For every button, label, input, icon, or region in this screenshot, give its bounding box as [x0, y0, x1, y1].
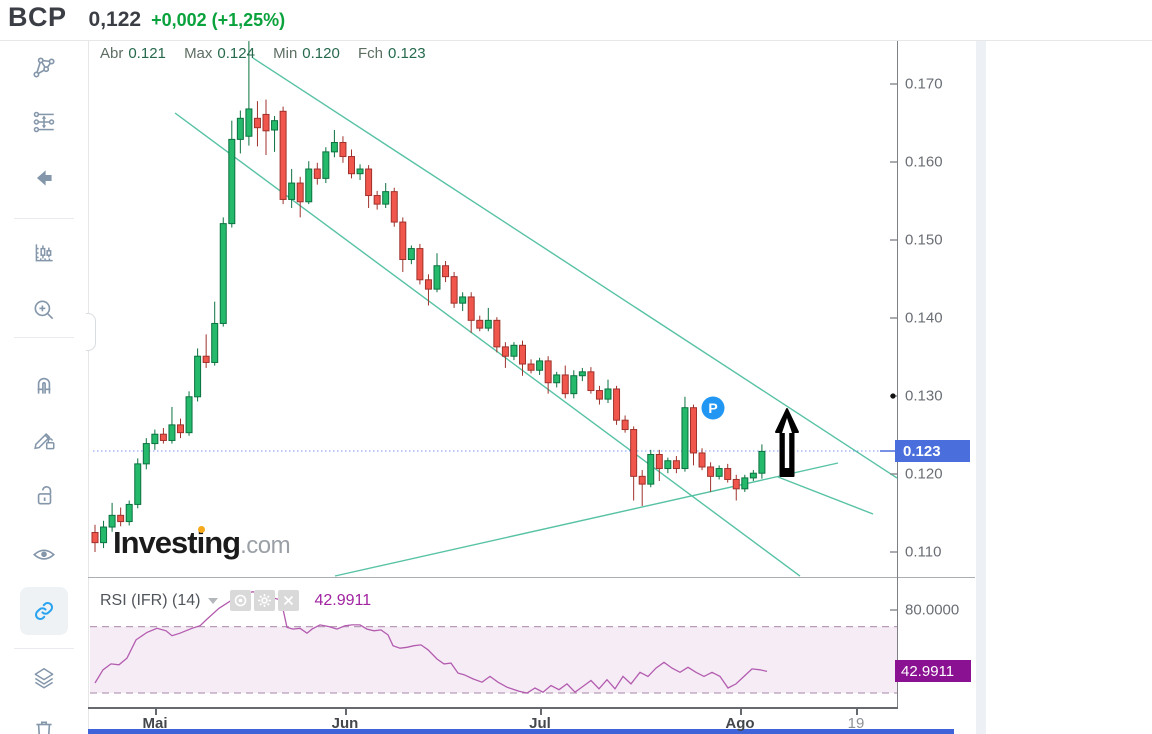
p-marker[interactable]: P: [701, 396, 725, 420]
ohlc-info-bar: Abr 0.121 Max 0.124 Min 0.120 Fch 0.123: [100, 45, 440, 62]
watermark-brand: Investi ng: [113, 525, 241, 560]
chart-icon: [31, 240, 57, 266]
link-tool-button[interactable]: [20, 587, 68, 635]
price-tick-label: 0.140: [905, 309, 943, 327]
time-tick: [540, 709, 542, 715]
price-tick-label: 0.170: [905, 75, 943, 93]
zoom-in-tool-button[interactable]: [24, 290, 64, 330]
chart-candles-tool-button[interactable]: [24, 233, 64, 273]
last-price-badge: 0.123: [895, 440, 970, 462]
link-icon: [31, 598, 57, 624]
toolbar-divider: [14, 218, 74, 219]
layers-tool-button[interactable]: [24, 658, 64, 698]
indicator-focus-button[interactable]: [230, 590, 252, 611]
close-icon: [284, 595, 294, 606]
up-arrow-annotation[interactable]: [775, 408, 799, 477]
symbol-header: BCP 0,122 +0,002 (+1,25%): [8, 2, 285, 38]
time-axis-line: [88, 707, 898, 709]
toolbar-border: [88, 41, 89, 734]
bottom-accent-strip: [88, 729, 954, 734]
pencil-lock-icon: [31, 427, 57, 453]
eye-icon: [31, 540, 57, 566]
indicator-settings-button[interactable]: [254, 590, 276, 611]
rsi-indicator-header: RSI (IFR) (14): [100, 590, 371, 611]
indicator-close-button[interactable]: [278, 590, 300, 611]
investing-watermark: Investi ng .com: [113, 525, 291, 560]
watermark-orange-dot: [197, 526, 205, 533]
symbol-last-price: 0,122: [88, 8, 142, 31]
price-axis[interactable]: 0.123 80.0000 42.9911 0.170 0.160 0.150 0.1…: [895, 41, 975, 708]
time-axis-label: Mai: [142, 715, 168, 732]
chevron-down-icon[interactable]: [208, 597, 219, 604]
drawing-toolbar: [0, 41, 88, 734]
toolbar-divider: [14, 648, 74, 649]
hide-drawings-tool-button[interactable]: [24, 533, 64, 573]
svg-text:P: P: [708, 400, 717, 416]
focus-icon: [235, 594, 247, 607]
ohlc-close-label: Fch: [358, 45, 384, 62]
time-axis-label: Ago: [725, 715, 755, 732]
ohlc-close-value: 0.123: [388, 45, 426, 62]
rsi-current-value: 42.9911: [314, 591, 372, 609]
pattern-icon: [31, 55, 57, 81]
time-axis[interactable]: Mai Jun Jul Ago 19: [0, 709, 1152, 734]
drawing-lock-tool-button[interactable]: [24, 420, 64, 460]
layers-icon: [31, 665, 57, 691]
ohlc-low-value: 0.120: [302, 45, 340, 62]
time-axis-label: Jul: [529, 715, 551, 732]
panel-separator[interactable]: [88, 577, 975, 578]
plot-right-border: [897, 41, 898, 708]
arrow-left-icon: [31, 165, 57, 191]
price-tick-label: 0.130: [905, 387, 943, 405]
xabcd-pattern-tool-button[interactable]: [24, 48, 64, 88]
toolbar-collapse-handle[interactable]: [86, 313, 96, 351]
price-tick-label: 0.120: [905, 465, 943, 483]
rsi-value-badge: 42.9911: [895, 660, 971, 683]
time-tick: [740, 709, 742, 715]
unlock-icon: [31, 482, 57, 508]
symbol-ticker: BCP: [8, 2, 67, 32]
candlestick-chart[interactable]: P: [90, 41, 897, 578]
zoom-in-icon: [31, 297, 57, 323]
time-axis-label: 19: [847, 715, 865, 732]
rsi-title: RSI (IFR) (14): [100, 591, 201, 609]
rsi-chart[interactable]: [90, 578, 897, 701]
price-range-tool-button[interactable]: [24, 102, 64, 142]
time-tick: [856, 709, 858, 715]
back-arrow-tool-button[interactable]: [24, 158, 64, 198]
price-tick-label: 0.110: [905, 543, 942, 561]
time-tick: [345, 709, 347, 715]
gear-icon: [258, 594, 272, 607]
channels-icon: [31, 109, 57, 135]
header-divider: [0, 40, 1152, 41]
price-tick-label: 0.160: [905, 153, 943, 171]
magnet-icon: [31, 372, 57, 398]
time-axis-label: Jun: [331, 715, 359, 732]
ohlc-high-label: Max: [184, 45, 213, 62]
scrollbar-track[interactable]: [976, 41, 986, 734]
ohlc-open-label: Abr: [100, 45, 124, 62]
toolbar-divider: [14, 337, 74, 338]
ohlc-low-label: Min: [273, 45, 298, 62]
magnet-tool-button[interactable]: [24, 365, 64, 405]
symbol-change: +0,002 (+1,25%): [151, 10, 286, 30]
rsi-axis-label: 80.0000: [905, 601, 960, 619]
price-tick-label: 0.150: [905, 231, 943, 249]
ohlc-open-value: 0.121: [128, 45, 166, 62]
unlock-tool-button[interactable]: [24, 475, 64, 515]
watermark-com: .com: [240, 532, 291, 559]
ohlc-high-value: 0.124: [217, 45, 255, 62]
time-tick: [155, 709, 157, 715]
